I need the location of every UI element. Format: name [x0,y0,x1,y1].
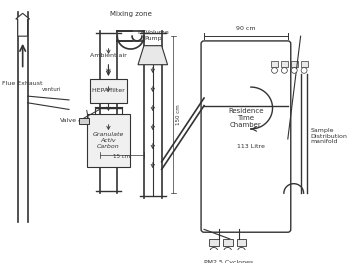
FancyBboxPatch shape [236,239,246,246]
Text: Mixing zone: Mixing zone [110,11,152,17]
Text: venturi: venturi [42,87,61,92]
Circle shape [272,68,277,73]
Text: 113 Litre: 113 Litre [237,144,265,149]
Text: Granulate
Activ
Carbon: Granulate Activ Carbon [93,132,124,149]
Text: Valve: Valve [60,118,77,123]
Polygon shape [138,46,168,65]
Text: Flue Exhaust: Flue Exhaust [2,81,42,86]
FancyBboxPatch shape [90,79,127,103]
FancyBboxPatch shape [79,118,89,124]
FancyBboxPatch shape [300,61,308,67]
FancyBboxPatch shape [291,61,298,67]
Circle shape [281,68,287,73]
FancyBboxPatch shape [271,61,278,67]
Circle shape [210,247,218,255]
Circle shape [291,68,297,73]
FancyBboxPatch shape [209,239,219,246]
FancyArrow shape [16,13,30,36]
Text: Residence
Time
Chamber: Residence Time Chamber [228,108,264,128]
Circle shape [224,247,232,255]
FancyBboxPatch shape [223,239,232,246]
Text: 90 cm: 90 cm [236,26,256,31]
Circle shape [237,247,245,255]
FancyBboxPatch shape [281,61,288,67]
FancyBboxPatch shape [201,41,291,232]
Text: HEPA filter: HEPA filter [92,88,125,93]
Text: Ambient air: Ambient air [90,53,127,58]
Text: 150 cm: 150 cm [177,104,182,125]
Circle shape [301,68,307,73]
Text: Sample
Distribution
manifold: Sample Distribution manifold [310,128,347,144]
Text: PM2.5 Cyclones: PM2.5 Cyclones [204,260,253,263]
FancyBboxPatch shape [87,114,130,166]
Text: 15 cm: 15 cm [113,154,130,159]
Text: Hi-Volume
Pump: Hi-Volume Pump [137,30,169,41]
